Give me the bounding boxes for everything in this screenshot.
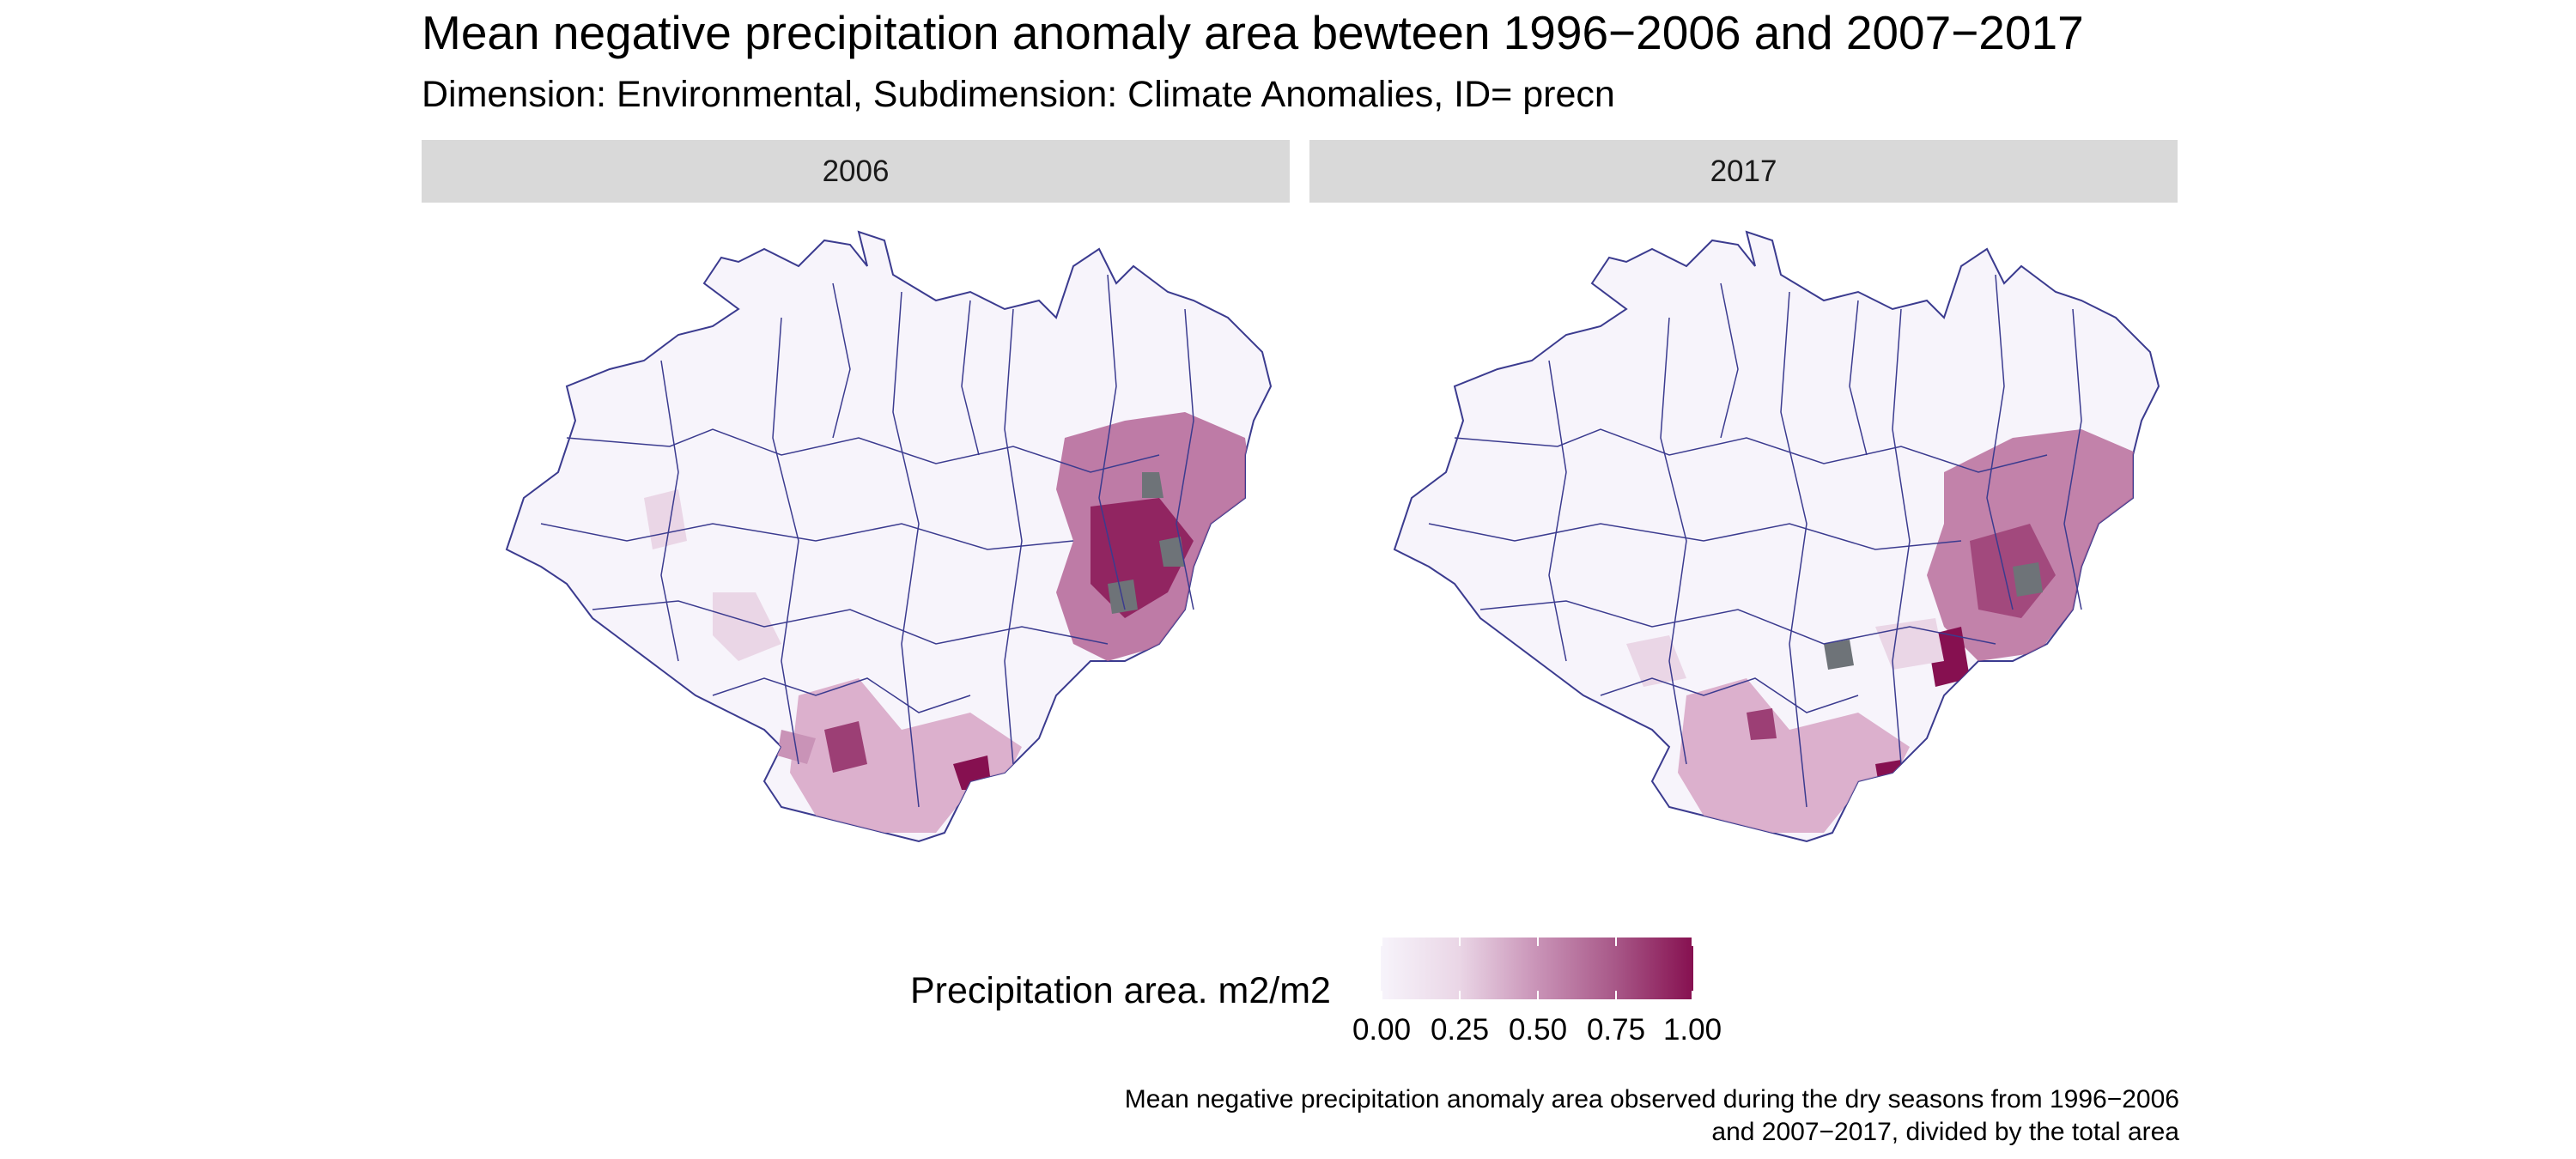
legend-tick-label: 0.25 (1430, 1013, 1490, 1047)
municipality-borders-2006 (540, 274, 1194, 808)
legend-tick-mark (1381, 991, 1382, 999)
brazil-amazon-outline (505, 230, 1273, 843)
chart-subtitle: Dimension: Environmental, Subdimension: … (422, 74, 1615, 115)
legend-tick-mark (1615, 938, 1617, 946)
facet-strip-2017: 2017 (1309, 140, 2178, 203)
facet-strip-2006: 2006 (422, 140, 1290, 203)
municipality-borders-2017 (1428, 274, 2082, 808)
legend-tick-mark (1692, 938, 1693, 946)
legend-tick-mark (1692, 991, 1693, 999)
legend-tick-mark (1459, 938, 1461, 946)
legend-tick-mark (1459, 991, 1461, 999)
caption-line-1: Mean negative precipitation anomaly area… (1124, 1085, 2179, 1113)
legend-tick-mark (1537, 938, 1539, 946)
brazil-amazon-outline (1393, 230, 2160, 843)
legend-tick-mark (1615, 991, 1617, 999)
chart-caption: Mean negative precipitation anomaly area… (1125, 1083, 2179, 1149)
legend-tick-label: 1.00 (1662, 1013, 1722, 1047)
facet-label-2017: 2017 (1710, 154, 1777, 188)
legend-tick-label: 0.00 (1352, 1013, 1412, 1047)
anomaly-fill-2006 (584, 412, 1254, 833)
legend-tick-mark (1381, 938, 1382, 946)
facet-label-2006: 2006 (822, 154, 890, 188)
map-panel-2006 (505, 230, 1273, 843)
legend-tick-mark (1537, 991, 1539, 999)
legend-colorbar (1381, 938, 1693, 999)
chart-title: Mean negative precipitation anomaly area… (422, 6, 2084, 59)
legend-tick-label: 0.75 (1586, 1013, 1646, 1047)
caption-line-2: and 2007−2017, divided by the total area (1711, 1118, 2179, 1146)
map-panel-2017 (1393, 230, 2160, 843)
legend-tick-label: 0.50 (1508, 1013, 1568, 1047)
legend-title: Precipitation area. m2/m2 (910, 970, 1331, 1011)
